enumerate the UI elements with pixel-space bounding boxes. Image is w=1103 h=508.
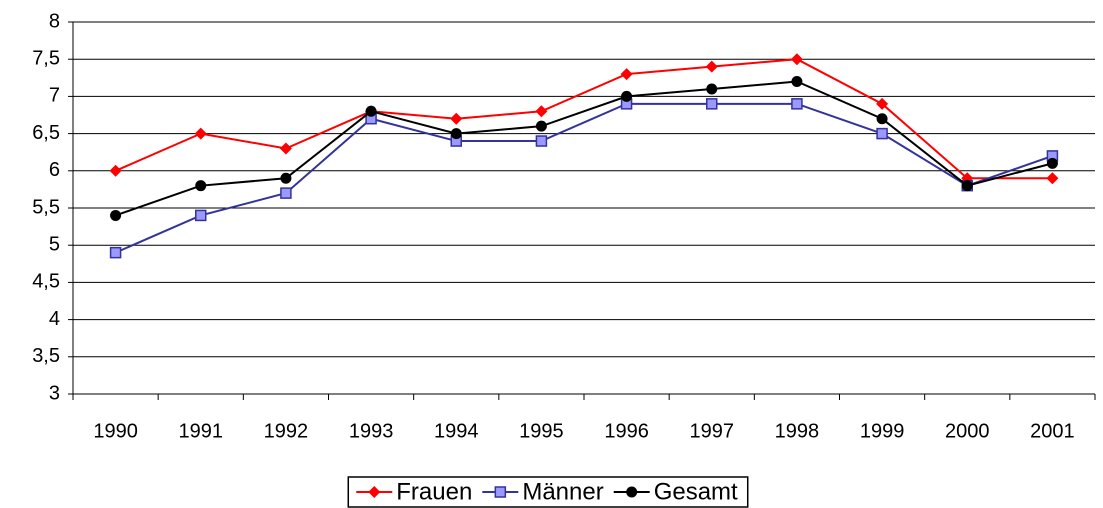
marker xyxy=(1046,157,1058,169)
marker xyxy=(876,113,888,125)
marker xyxy=(1046,172,1059,185)
marker xyxy=(535,105,548,118)
y-tick-label: 3 xyxy=(49,382,60,404)
x-tick-label: 1996 xyxy=(604,420,649,442)
marker xyxy=(706,83,718,95)
marker xyxy=(194,127,207,140)
y-tick-label: 6 xyxy=(49,159,60,181)
marker xyxy=(280,187,292,199)
legend-label: Gesamt xyxy=(654,478,738,505)
x-tick-label: 1997 xyxy=(690,420,735,442)
y-tick-label: 4,5 xyxy=(32,271,60,293)
marker xyxy=(621,90,633,102)
legend: Frauen Männer Gesamt xyxy=(347,476,749,508)
marker xyxy=(620,68,633,81)
marker xyxy=(365,105,377,117)
series-line xyxy=(115,102,1053,254)
marker xyxy=(961,180,973,192)
marker xyxy=(450,112,463,125)
legend-box xyxy=(347,476,749,508)
marker xyxy=(876,127,888,140)
marker xyxy=(535,135,548,147)
marker xyxy=(109,246,122,259)
marker xyxy=(450,128,462,140)
marker xyxy=(280,172,292,184)
legend-label: Frauen xyxy=(396,478,472,505)
legend-label: Männer xyxy=(522,478,603,505)
series-line xyxy=(115,58,1053,180)
marker xyxy=(790,53,803,66)
y-tick-label: 5,5 xyxy=(32,196,60,218)
x-tick-label: 2000 xyxy=(945,420,990,442)
x-tick-label: 1995 xyxy=(519,420,564,442)
x-tick-label: 1992 xyxy=(264,420,309,442)
y-tick-label: 5 xyxy=(49,233,60,255)
marker xyxy=(109,164,122,177)
y-tick-label: 8 xyxy=(49,10,60,32)
x-tick-label: 1990 xyxy=(93,420,138,442)
marker xyxy=(706,98,718,110)
series-line xyxy=(115,80,1053,217)
marker xyxy=(876,97,889,110)
marker xyxy=(535,120,547,132)
marker xyxy=(494,486,507,498)
marker xyxy=(195,209,207,222)
x-tick-label: 1998 xyxy=(775,420,820,442)
marker xyxy=(110,209,122,221)
y-tick-label: 7 xyxy=(49,85,60,107)
marker xyxy=(791,98,803,110)
x-tick-label: 1999 xyxy=(860,420,905,442)
x-tick-label: 2001 xyxy=(1030,420,1075,442)
x-tick-label: 1991 xyxy=(179,420,224,442)
marker xyxy=(195,180,207,192)
marker xyxy=(279,142,292,155)
y-tick-label: 4 xyxy=(49,308,60,330)
x-tick-label: 1993 xyxy=(349,420,394,442)
marker xyxy=(368,486,381,498)
y-tick-label: 3,5 xyxy=(32,345,60,367)
x-tick-label: 1994 xyxy=(434,420,479,442)
marker xyxy=(791,76,803,88)
marker xyxy=(626,486,638,498)
y-tick-label: 7,5 xyxy=(32,47,60,69)
marker xyxy=(705,60,718,73)
y-tick-label: 6,5 xyxy=(32,122,60,144)
